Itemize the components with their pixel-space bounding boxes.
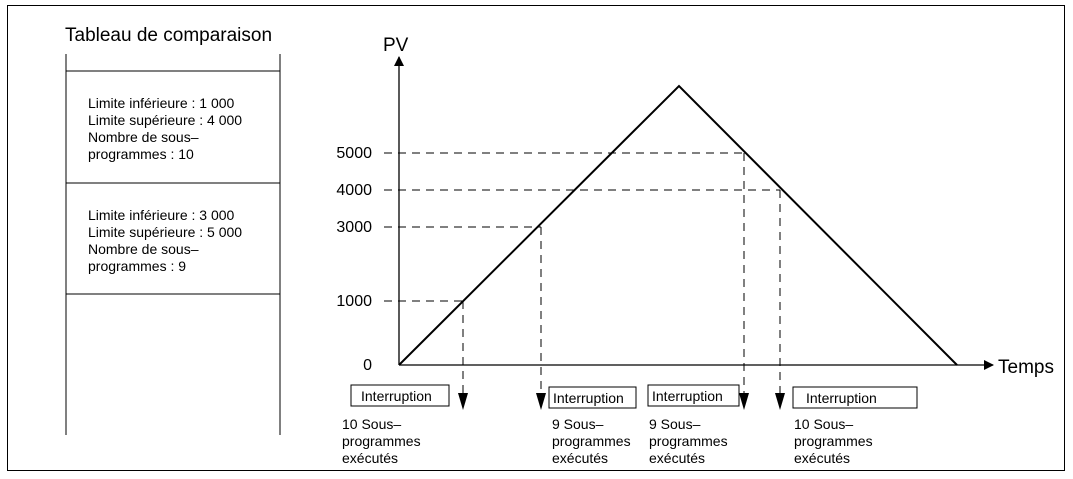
y-tick-label: 1000 xyxy=(336,293,372,310)
pv-curve xyxy=(398,84,958,366)
interrupt-box xyxy=(350,384,450,407)
interrupt-event: Interruption 9 Sous– programmes exécutés xyxy=(647,384,740,466)
table-entry: Limite inférieure : 3 000 Limite supérie… xyxy=(88,207,242,274)
interrupt-event: Interruption 10 Sous– programmes exécuté… xyxy=(342,384,450,466)
interrupt-label: Interruption xyxy=(652,388,723,404)
interrupt-label: Interruption xyxy=(553,390,624,406)
figure-frame xyxy=(7,5,1065,471)
down-arrow-icon xyxy=(458,393,468,410)
y-tick-label: 5000 xyxy=(336,145,372,162)
event-line: programmes xyxy=(552,433,631,449)
table-entry-line: Limite supérieure : 5 000 xyxy=(88,224,242,240)
table-entry-line: Limite inférieure : 1 000 xyxy=(88,95,235,111)
interrupt-box xyxy=(792,386,918,409)
event-line: exécutés xyxy=(794,450,850,466)
table-entry-line: Nombre de sous– xyxy=(88,129,199,145)
x-axis-label: Temps xyxy=(998,357,1054,378)
event-line: 9 Sous– xyxy=(552,416,604,432)
event-line: 9 Sous– xyxy=(649,416,701,432)
table-entry-line: programmes : 9 xyxy=(88,258,186,274)
interrupt-event: Interruption 9 Sous– programmes exécutés xyxy=(548,386,637,466)
table-entry-line: Limite supérieure : 4 000 xyxy=(88,112,242,128)
down-arrow-icon xyxy=(775,393,785,410)
interrupt-event: Interruption 10 Sous– programmes exécuté… xyxy=(792,386,918,466)
table-entry: Limite inférieure : 1 000 Limite supérie… xyxy=(88,95,242,162)
event-line: exécutés xyxy=(649,450,705,466)
interrupt-label: Interruption xyxy=(361,388,432,404)
event-line: 10 Sous– xyxy=(794,416,853,432)
y-tick-label: 0 xyxy=(363,357,372,374)
interrupt-label: Interruption xyxy=(806,390,877,406)
y-tick-label: 4000 xyxy=(336,182,372,199)
event-line: exécutés xyxy=(342,450,398,466)
table-title: Tableau de comparaison xyxy=(65,25,272,46)
table-entry-line: Limite inférieure : 3 000 xyxy=(88,207,235,223)
down-arrow-icon xyxy=(739,393,749,410)
y-tick-label: 3000 xyxy=(336,219,372,236)
table-entry-line: programmes : 10 xyxy=(88,146,194,162)
event-line: 10 Sous– xyxy=(342,416,401,432)
table-entry-line: Nombre de sous– xyxy=(88,241,199,257)
event-line: programmes xyxy=(794,433,873,449)
down-arrow-icon xyxy=(536,393,546,410)
interrupt-box xyxy=(647,384,740,407)
y-axis-label: PV xyxy=(383,35,409,56)
event-line: programmes xyxy=(342,433,421,449)
event-line: exécutés xyxy=(552,450,608,466)
interrupt-box xyxy=(548,386,637,409)
event-line: programmes xyxy=(649,433,728,449)
